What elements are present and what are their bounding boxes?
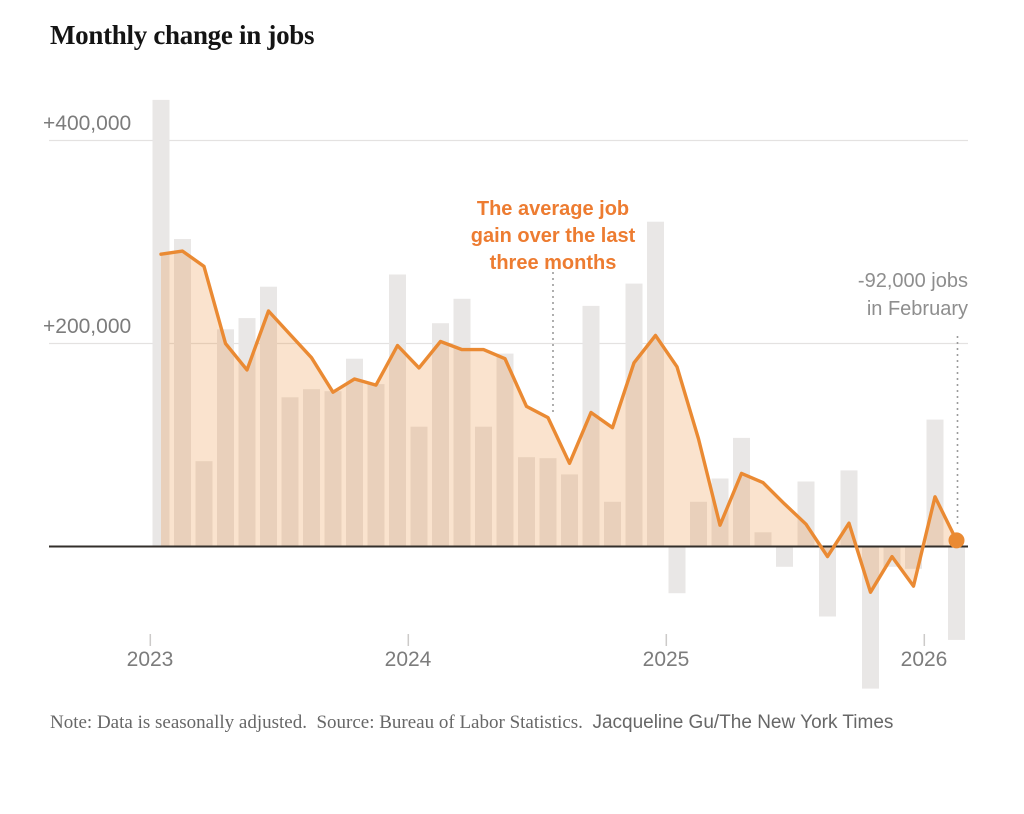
bar-sep-2023 (324, 391, 342, 547)
bar-aug-2023 (303, 389, 320, 547)
source-note-text: Note: Data is seasonally adjusted. Sourc… (50, 712, 593, 733)
bar-jan-2025 (668, 546, 686, 594)
x-axis-label-2025: 2025 (642, 648, 690, 671)
bar-mar-2023 (195, 461, 213, 547)
y-axis-label-200k: +200,000 (43, 315, 132, 338)
chart-title: Monthly change in jobs (50, 20, 315, 50)
bar-may-2024 (496, 353, 514, 547)
y-axis-label-400k: +400,000 (43, 112, 132, 135)
bar-dec-2023 (389, 274, 406, 547)
avg-area-fill (161, 251, 957, 593)
bar-sep-2024 (582, 305, 600, 547)
bar-jan-2024 (410, 426, 428, 547)
bar-jul-2024 (539, 458, 557, 547)
bar-feb-2026 (948, 546, 965, 640)
bar-aug-2024 (561, 474, 578, 547)
avg-line-annotation: The average job gain over the last three… (470, 198, 636, 274)
bar-jun-2024 (518, 457, 535, 547)
bar-feb-2023 (174, 239, 191, 547)
bar-jun-2023 (260, 286, 277, 547)
bar-jun-2025 (776, 546, 793, 567)
bar-jul-2023 (281, 397, 299, 547)
bar-dec-2024 (647, 221, 664, 547)
x-axis-label-2026: 2026 (900, 648, 948, 671)
bar-feb-2024 (432, 323, 449, 547)
bar-apr-2023 (217, 329, 234, 547)
feb-end-dot (948, 532, 965, 549)
avg-line (159, 249, 959, 594)
bar-mar-2025 (711, 478, 729, 547)
x-axis-label-2023: 2023 (126, 648, 174, 671)
february-value-annotation: -92,000 jobs in February (857, 270, 968, 320)
bar-nov-2024 (625, 283, 643, 547)
bar-aug-2025 (819, 546, 836, 617)
bar-apr-2025 (733, 437, 750, 547)
bar-oct-2024 (604, 501, 621, 547)
bar-feb-2025 (690, 501, 707, 547)
bar-nov-2023 (367, 384, 385, 547)
source-note: Note: Data is seasonally adjusted. Sourc… (50, 710, 966, 737)
source-note-credit: Jacqueline Gu/The New York Times (592, 712, 894, 733)
bar-jan-2023 (152, 99, 170, 547)
x-axis-label-2024: 2024 (384, 648, 432, 671)
bar-may-2023 (238, 318, 256, 547)
bar-mar-2024 (453, 298, 471, 547)
bar-may-2025 (754, 532, 772, 547)
bar-oct-2023 (346, 358, 363, 547)
bar-apr-2024 (475, 426, 492, 547)
